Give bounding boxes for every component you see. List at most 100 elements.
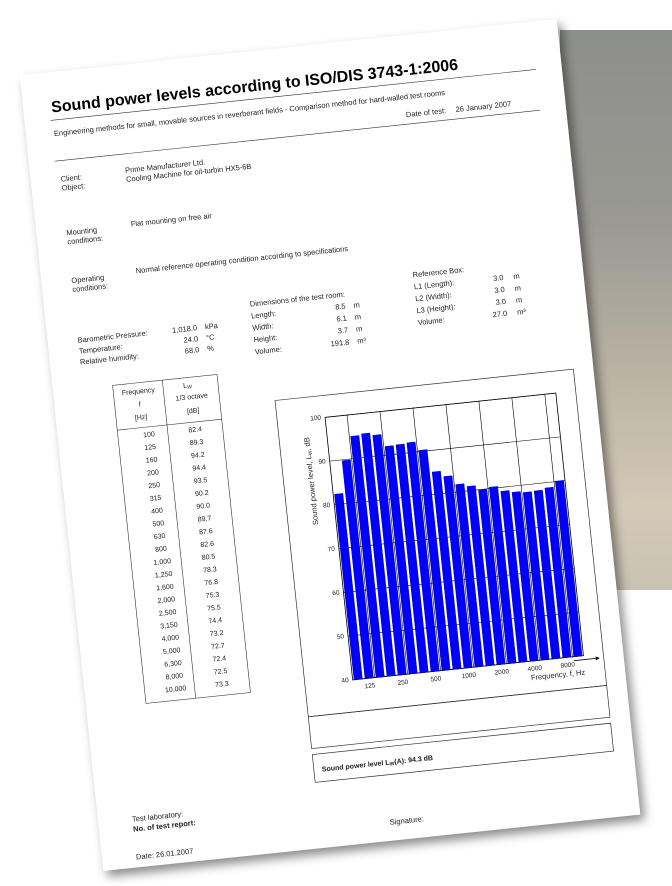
table-cell: 76.8 (204, 579, 218, 587)
table-cell: 90.0 (196, 503, 210, 511)
label: L1 (Length): (413, 278, 454, 291)
value: 27.0 (492, 309, 507, 319)
table-header: [dB] (187, 407, 200, 415)
unit: kPa (205, 321, 220, 331)
table-cell: 72.7 (211, 643, 225, 651)
table-header: LW (183, 382, 193, 391)
document-page: Sound power levels according to ISO/DIS … (20, 19, 641, 871)
label: Volume: (417, 315, 445, 327)
table-cell: 94.2 (191, 452, 205, 460)
heading: Reference Box: (412, 265, 464, 279)
table-cell: 8,000 (165, 673, 183, 682)
y-axis-label: , dB (302, 437, 312, 451)
table-cell: 2,500 (159, 609, 177, 618)
table-frame (113, 374, 251, 703)
label: Object: (61, 181, 86, 192)
y-tick-label: 50 (337, 633, 345, 641)
table-cell: 10,000 (165, 685, 187, 694)
result-box (312, 723, 613, 782)
table-cell: 100 (143, 431, 155, 439)
value: 68.0 (184, 345, 199, 355)
table-cell: 82.4 (188, 426, 202, 434)
y-tick-label: 70 (327, 546, 335, 554)
y-tick-label: 100 (310, 414, 322, 422)
value: 24.0 (183, 334, 198, 344)
table-cell: 800 (155, 546, 167, 554)
table-cell: 3,150 (160, 622, 178, 631)
label: Width: (252, 321, 274, 332)
label: Volume: (254, 345, 282, 357)
y-axis-label: Sound power level, L (304, 455, 320, 526)
value: 1,018.0 (172, 323, 198, 335)
value: 3.0 (493, 273, 504, 283)
table-cell: 125 (144, 444, 156, 452)
x-tick-label: 1000 (461, 672, 476, 681)
document: Sound power levels according to ISO/DIS … (20, 19, 641, 871)
x-tick-label: 250 (397, 679, 409, 687)
table-cell: 1,250 (155, 571, 173, 580)
table-cell: 160 (145, 457, 157, 465)
table-cell: 5,000 (163, 647, 181, 656)
unit: m³ (517, 307, 527, 317)
unit: % (207, 344, 215, 354)
x-tick-label: 2000 (494, 668, 509, 677)
label: Date: 26.01.2007 (136, 847, 194, 862)
table-header: 1/3 octave (175, 392, 208, 402)
label: Length: (251, 309, 277, 321)
value: Normal reference operating condition acc… (135, 244, 348, 275)
date: 26 January 2007 (455, 99, 512, 114)
table-cell: 2,000 (157, 596, 175, 605)
value: 191.8 (330, 337, 350, 348)
table-cell: 250 (148, 482, 160, 490)
table-cell: 1,000 (153, 558, 171, 567)
table-cell: 75.3 (205, 592, 219, 600)
table-cell: 72.4 (212, 655, 226, 663)
table-cell: 315 (149, 495, 161, 503)
unit: m (515, 295, 522, 305)
unit: m (514, 283, 521, 293)
y-tick-label: 60 (332, 590, 340, 598)
table-cell: 78.3 (203, 566, 217, 574)
result-text: Sound power level L (322, 759, 391, 773)
value: 3.0 (494, 285, 505, 295)
grid-line (325, 393, 556, 417)
unit: m (513, 271, 520, 281)
table-cell: 93.5 (193, 477, 207, 485)
axis-arrow-head (596, 656, 600, 660)
table-header: Frequency (122, 387, 156, 397)
unit: m (354, 312, 361, 322)
axis-arrow (574, 658, 596, 660)
unit: m (356, 324, 363, 334)
table-cell: 90.2 (195, 490, 209, 498)
table-cell: 89.7 (197, 515, 211, 523)
table-cell: 72.5 (214, 668, 228, 676)
label: Signature: (389, 814, 424, 827)
table-cell: 500 (152, 520, 164, 528)
table-cell: 74.4 (208, 617, 222, 625)
x-tick-label: 125 (364, 682, 376, 690)
label: L3 (Height): (416, 302, 456, 315)
value: 3.0 (495, 297, 506, 307)
table-cell: 1,600 (156, 584, 174, 593)
table-cell: 75.5 (207, 604, 221, 612)
table-cell: 4,000 (161, 634, 179, 643)
table-cell: 400 (151, 507, 163, 515)
table-cell: 200 (147, 469, 159, 477)
value: 3.7 (337, 325, 348, 335)
label: L2 (Width): (415, 290, 452, 303)
table-header: f (138, 401, 141, 408)
table-cell: 6,300 (164, 660, 182, 669)
table-cell: 87.6 (199, 528, 213, 536)
result-text: (A): 94.3 dB (394, 755, 433, 766)
unit: m³ (357, 336, 367, 346)
x-tick-label: 500 (430, 675, 442, 683)
y-tick-label: 40 (341, 677, 349, 685)
table-cell: 73.3 (215, 681, 229, 689)
date-label: Date of test: (405, 106, 446, 119)
label: Height: (253, 333, 278, 344)
table-cell: 82.6 (200, 541, 214, 549)
rule (55, 110, 540, 161)
table-cell: 80.5 (201, 553, 215, 561)
value: 6.1 (336, 314, 347, 324)
table-cell: 94.4 (192, 464, 206, 472)
